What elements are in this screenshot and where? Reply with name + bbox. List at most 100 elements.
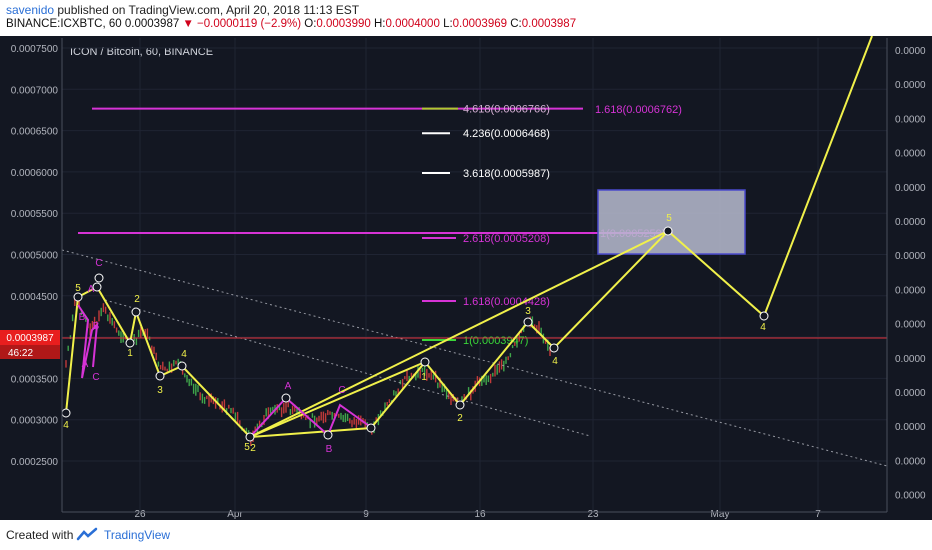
x-tick-label: 16 xyxy=(474,509,486,520)
wave-pivot[interactable] xyxy=(323,430,333,440)
open-label: O: xyxy=(304,18,317,30)
wave-pivot[interactable] xyxy=(523,317,533,327)
low-label: L: xyxy=(443,18,453,30)
wave-label: 2 xyxy=(250,443,256,454)
wave-label: B xyxy=(93,321,100,332)
y-tick-label: 0.0003500 xyxy=(11,374,59,385)
wave-pivot[interactable] xyxy=(366,423,376,433)
current-price-label: 0.0003987 xyxy=(6,333,54,344)
wave-label: B xyxy=(326,444,333,455)
countdown-box xyxy=(0,345,60,359)
wave-pivot[interactable] xyxy=(281,393,291,403)
fib-label: 3.618(0.0005987) xyxy=(463,168,550,180)
wave-pivot[interactable] xyxy=(94,273,104,283)
y-tick-label: 0.0006500 xyxy=(11,127,59,138)
corrective-wave-line[interactable] xyxy=(77,304,99,379)
y-tick-label: 0.0005500 xyxy=(11,209,59,220)
wave-pivot[interactable] xyxy=(759,311,769,321)
wave-label: 4 xyxy=(181,349,187,360)
wave-label: 2 xyxy=(134,294,140,305)
wave-pivot[interactable] xyxy=(549,343,559,353)
right-tick-label: 0.0000 xyxy=(895,217,926,228)
close-label: C: xyxy=(510,18,522,30)
right-tick-label: 0.0000 xyxy=(895,320,926,331)
wave-label: 5 xyxy=(244,442,250,453)
right-tick-label: 0.0000 xyxy=(895,285,926,296)
wave-pivot[interactable] xyxy=(177,361,187,371)
right-tick-label: 0.0000 xyxy=(895,46,926,57)
y-tick-label: 0.0002500 xyxy=(11,457,59,468)
wave-label: 4 xyxy=(760,322,766,333)
author-link[interactable]: savenido xyxy=(6,3,55,17)
fib-label: 1(0.0003947) xyxy=(463,335,528,347)
current-price-box xyxy=(0,330,60,345)
y-tick-label: 0.0007000 xyxy=(11,85,59,96)
chart-header: savenido published on TradingView.com, A… xyxy=(0,0,932,36)
down-triangle-icon: ▼ xyxy=(182,18,194,30)
symbol-line: BINANCE:ICXBTC, 60 0.0003987 ▼ −0.000011… xyxy=(6,18,576,30)
chart-background xyxy=(0,36,932,520)
wave-connector[interactable] xyxy=(249,361,426,438)
right-tick-label: 0.0000 xyxy=(895,149,926,160)
wave-label: C xyxy=(338,385,345,396)
y-tick-label: 0.0003000 xyxy=(11,416,59,427)
x-tick-label: Apr xyxy=(227,509,243,520)
wave-pivot[interactable] xyxy=(73,292,83,302)
wave-label: B xyxy=(79,312,86,323)
publish-text: published on TradingView.com, April 20, … xyxy=(54,3,360,17)
trendline-upper[interactable] xyxy=(61,249,888,467)
symbol-label: BINANCE:ICXBTC, 60 xyxy=(6,18,122,30)
wave-label: 3 xyxy=(157,385,163,396)
wave-pivot[interactable] xyxy=(155,371,165,381)
right-tick-label: 0.0000 xyxy=(895,456,926,467)
fib-label: 2.618(0.0005208) xyxy=(463,233,550,245)
wave-pivot[interactable] xyxy=(92,282,102,292)
created-with-label: Created with xyxy=(6,528,74,542)
wave-label: 4 xyxy=(63,420,69,431)
countdown-label: 46:22 xyxy=(8,348,33,359)
wave-label: A xyxy=(88,284,95,295)
fib-label: 4.618(0.0006766) xyxy=(463,104,550,116)
wave-label: A xyxy=(82,359,89,370)
wave-label: 1 xyxy=(127,348,133,359)
chart-title: ICON / Bitcoin, 60, BINANCE xyxy=(70,46,213,58)
wave-pivot[interactable] xyxy=(455,400,465,410)
target-box[interactable] xyxy=(597,189,746,255)
right-tick-label: 0.0000 xyxy=(895,114,926,125)
open-value: 0.0003990 xyxy=(316,18,371,30)
wave-pivot[interactable] xyxy=(131,307,141,317)
right-tick-label: 0.0000 xyxy=(895,251,926,262)
last-price: 0.0003987 xyxy=(124,18,180,30)
tradingview-logo-icon[interactable] xyxy=(76,527,100,543)
wave-label: 3 xyxy=(525,306,531,317)
right-tick-label: 0.0000 xyxy=(895,422,926,433)
price-chart[interactable]: ICON / Bitcoin, 60, BINANCE 4.618(0.0006… xyxy=(0,35,932,520)
y-tick-label: 0.0005000 xyxy=(11,251,59,262)
trendline-lower[interactable] xyxy=(104,299,591,437)
chart-area[interactable]: ICON / Bitcoin, 60, BINANCE 4.618(0.0006… xyxy=(0,35,932,520)
wave-pivot[interactable] xyxy=(125,338,135,348)
right-tick-label: 0.0000 xyxy=(895,491,926,502)
publish-line: savenido published on TradingView.com, A… xyxy=(6,3,359,17)
footer: Created with TradingView xyxy=(0,520,932,550)
x-tick-label: 7 xyxy=(815,509,821,520)
wave-label: 5 xyxy=(75,283,81,294)
y-tick-label: 0.0007500 xyxy=(11,44,59,55)
tradingview-brand-link[interactable]: TradingView xyxy=(104,528,171,542)
wave-pivot[interactable] xyxy=(663,226,673,236)
x-tick-label: 23 xyxy=(587,509,599,520)
wave-pivot[interactable] xyxy=(420,357,430,367)
y-tick-label: 0.0006000 xyxy=(11,168,59,179)
y-tick-label: 0.0004500 xyxy=(11,292,59,303)
right-tick-label: 0.0000 xyxy=(895,80,926,91)
wave-pivot[interactable] xyxy=(61,408,71,418)
right-tick-label: 0.0000 xyxy=(895,354,926,365)
high-value: 0.0004000 xyxy=(385,18,440,30)
wave-pivot[interactable] xyxy=(245,432,255,442)
elliott-wave-line[interactable] xyxy=(65,35,873,439)
high-label: H: xyxy=(373,18,386,30)
right-tick-label: 0.0000 xyxy=(895,183,926,194)
wave-label: C xyxy=(92,372,99,383)
fib-label: 4.236(0.0006468) xyxy=(463,128,550,140)
wave-connector[interactable] xyxy=(249,230,669,438)
